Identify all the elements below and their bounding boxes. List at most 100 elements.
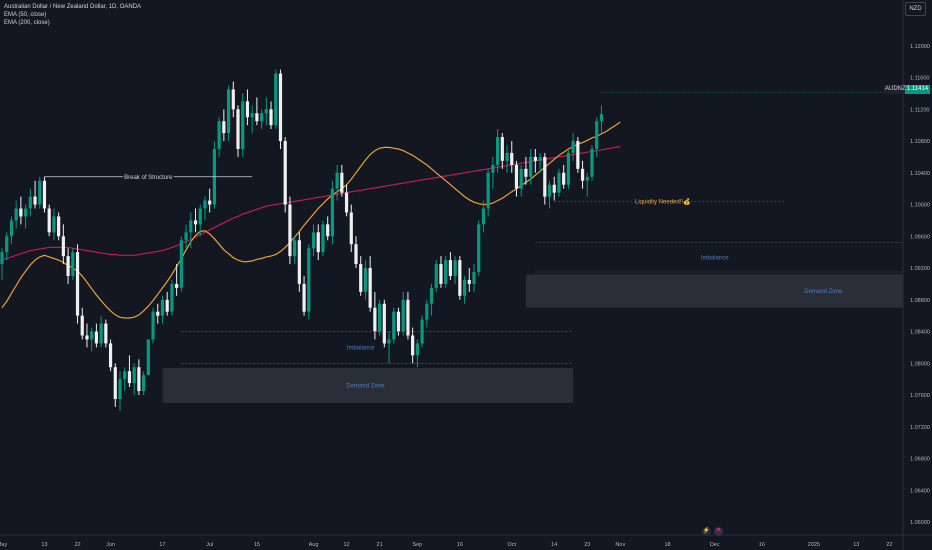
last-price-value: 1.11414 — [905, 85, 930, 94]
candle-body — [514, 164, 519, 189]
candle-body — [165, 299, 169, 312]
candle-body — [382, 303, 386, 344]
candle-body — [571, 141, 575, 153]
candle-body — [529, 156, 533, 177]
candle-body — [396, 311, 401, 332]
chart-legend: Australian Dollar / New Zealand Dollar, … — [4, 3, 141, 27]
candle-body — [245, 101, 250, 118]
candle-body — [505, 152, 509, 161]
candle-body — [354, 244, 358, 265]
candle-body — [5, 236, 9, 253]
candle-body — [19, 208, 23, 217]
candle-body — [302, 283, 306, 312]
candle-body — [481, 208, 486, 225]
candle-body — [57, 216, 61, 237]
time-tick-label: 14 — [551, 542, 557, 548]
price-tick-label: 1.06000 — [910, 520, 930, 526]
time-tick-label: 13 — [41, 542, 47, 548]
candle-body — [307, 248, 311, 312]
candle-body — [236, 109, 240, 149]
time-tick-label: 16 — [457, 542, 463, 548]
candle-body — [47, 208, 51, 233]
time-tick-label: 16 — [759, 542, 765, 548]
time-tick-label: 18 — [664, 542, 670, 548]
candle-body — [123, 371, 127, 380]
candle-body — [9, 220, 14, 237]
ema200-legend[interactable]: EMA (200, close) — [4, 20, 50, 26]
candle-body — [392, 311, 396, 340]
time-tick-label: 13 — [853, 542, 859, 548]
symbol-title[interactable]: Australian Dollar / New Zealand Dollar, … — [4, 4, 142, 10]
candle-body — [42, 180, 47, 209]
candle-body — [429, 287, 434, 304]
candle-body — [241, 101, 245, 149]
candle-body — [293, 240, 297, 257]
chart-zones — [162, 274, 903, 403]
candle-body — [472, 272, 476, 284]
candle-body — [283, 141, 287, 205]
candle-body — [160, 299, 165, 316]
candle-body — [326, 224, 330, 237]
candle-body — [146, 339, 150, 376]
price-tick-label: 1.11600 — [910, 76, 929, 82]
candle-body — [557, 172, 561, 193]
lightning-icon[interactable]: ⚡ — [702, 527, 711, 536]
candle-body — [108, 343, 113, 368]
imbalance-2-label: Imbalance — [701, 256, 729, 262]
candle-body — [500, 137, 504, 161]
time-axis: May 13 22 Jun 17 Jul 15 Aug 12 21 Sep 16 Oct 14 23 Nov 1… — [0, 542, 892, 548]
candle-body — [260, 113, 264, 122]
time-tick-label: 12 — [343, 542, 349, 548]
candle-body — [519, 168, 523, 189]
candle-body — [378, 303, 382, 332]
demand-zone-1-label: Demand Zone — [346, 383, 385, 389]
ema50-legend[interactable]: EMA (50, close) — [4, 12, 47, 18]
candle-body — [595, 121, 599, 149]
candle-body — [316, 232, 320, 253]
candle-body — [118, 379, 122, 399]
chart-annotations: Break of Structure Imbalance Demand Zone Li… — [44, 92, 903, 389]
candle-body — [137, 367, 141, 392]
candle-body — [94, 331, 98, 344]
time-tick-label: Jul — [206, 542, 213, 548]
candle-body — [547, 184, 552, 197]
price-tick-label: 1.10800 — [910, 139, 930, 145]
candle-body — [61, 236, 65, 257]
candle-body — [193, 220, 198, 225]
time-tick-label: 22 — [74, 542, 80, 548]
candle-body — [85, 335, 89, 340]
candle-body — [363, 268, 368, 292]
candle-body — [580, 168, 585, 181]
candle-body — [387, 339, 391, 344]
candle-body — [278, 73, 283, 142]
candle-body — [132, 367, 136, 384]
price-tick-label: 1.09200 — [910, 266, 930, 272]
price-axis: 1.12000 1.11600 1.11200 1.10800 1.10400 1.100… — [910, 44, 930, 526]
candle-body — [533, 156, 537, 161]
candle-body — [127, 371, 132, 384]
candle-body — [368, 268, 372, 308]
event-flag-icon[interactable]: ⚑ — [714, 527, 723, 536]
candle-body — [599, 114, 604, 122]
candle-body — [510, 152, 514, 165]
candle-body — [269, 109, 273, 126]
candle-body — [538, 156, 542, 161]
candle-body — [340, 172, 344, 193]
time-tick-label: 23 — [584, 542, 590, 548]
candle-body — [288, 204, 292, 257]
demand-zone-2-label: Demand Zone — [804, 289, 843, 295]
candle-body — [491, 164, 495, 173]
candle-body — [297, 240, 301, 284]
candle-body — [349, 212, 353, 245]
candle-body — [113, 367, 117, 399]
currency-button[interactable]: NZD — [905, 2, 926, 16]
price-tick-label: 1.06400 — [910, 488, 930, 494]
price-tick-label: 1.07200 — [910, 425, 930, 431]
candle-body — [170, 283, 174, 312]
candle-body — [28, 196, 32, 209]
candle-body — [71, 252, 75, 276]
candle-body — [585, 176, 589, 181]
candle-body — [576, 141, 580, 169]
price-tick-label: 1.10400 — [910, 171, 930, 177]
